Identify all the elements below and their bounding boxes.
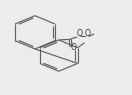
Text: O: O [76, 29, 82, 38]
Text: O: O [84, 29, 90, 38]
Text: O: O [70, 43, 76, 52]
